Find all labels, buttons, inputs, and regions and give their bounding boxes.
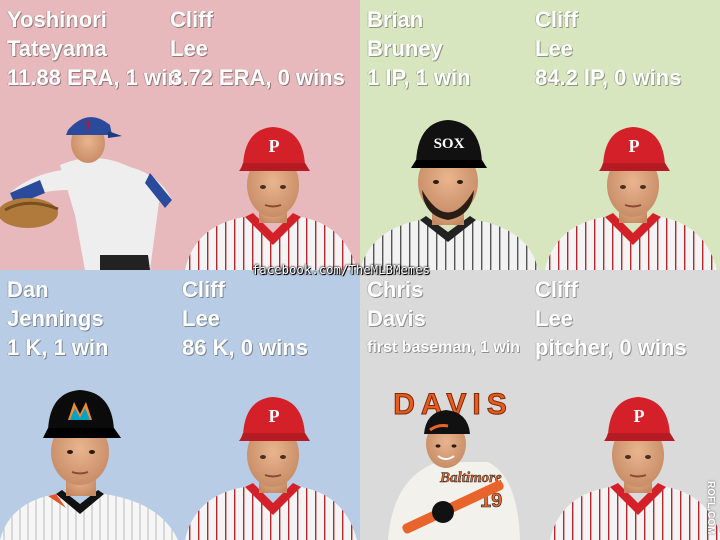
player-first-name: Brian bbox=[367, 7, 424, 32]
facebook-watermark: facebook.com/TheMLBMemes bbox=[252, 263, 431, 277]
svg-text:P: P bbox=[629, 136, 640, 156]
player-stat: pitcher, 0 wins bbox=[535, 335, 687, 360]
player-stat: 84.2 IP, 0 wins bbox=[535, 65, 682, 90]
player-stat: 3.72 ERA, 0 wins bbox=[170, 65, 345, 90]
svg-text:P: P bbox=[269, 406, 280, 426]
player-last-name: Tateyama bbox=[7, 36, 107, 61]
davis-banner-text: DAVIS bbox=[393, 388, 512, 421]
player-stat: first baseman, 1 win bbox=[367, 339, 520, 356]
site-watermark-vertical: ROFL.COM bbox=[705, 480, 716, 534]
cliff-lee-photo: P bbox=[185, 127, 357, 270]
cliff-lee-photo: P bbox=[185, 397, 357, 540]
player-first-name: Dan bbox=[7, 277, 49, 302]
player-first-name: Cliff bbox=[535, 7, 578, 32]
player-stat: 86 K, 0 wins bbox=[182, 335, 308, 360]
panel-davis-vs-lee: DAVIS Baltimore 19 P Chris Davis first b… bbox=[360, 270, 720, 540]
player-stat: 11.88 ERA, 1 win bbox=[7, 65, 181, 90]
player-first-name: Chris bbox=[367, 277, 424, 302]
player-first-name: Cliff bbox=[182, 277, 225, 302]
player-first-name: Yoshinori bbox=[7, 7, 107, 32]
caption-right: Cliff Lee 3.72 ERA, 0 wins bbox=[170, 5, 345, 92]
caption-left: Dan Jennings 1 K, 1 win bbox=[7, 275, 108, 362]
panel-tateyama-vs-lee: T P Yoshinori Tateyama 11.88 ERA, 1 win … bbox=[0, 0, 360, 270]
tateyama-photo: T bbox=[0, 117, 172, 270]
cliff-lee-photo: P bbox=[545, 127, 717, 270]
svg-text:SOX: SOX bbox=[434, 136, 465, 152]
orioles-script: Baltimore bbox=[439, 470, 502, 486]
caption-right: Cliff Lee pitcher, 0 wins bbox=[535, 275, 687, 362]
player-last-name: Jennings bbox=[7, 306, 104, 331]
player-last-name: Lee bbox=[170, 36, 208, 61]
svg-text:T: T bbox=[84, 118, 92, 132]
bruney-photo: SOX bbox=[360, 120, 538, 270]
player-last-name: Davis bbox=[367, 306, 426, 331]
player-last-name: Lee bbox=[182, 306, 220, 331]
caption-left: Yoshinori Tateyama 11.88 ERA, 1 win bbox=[7, 5, 181, 92]
player-last-name: Lee bbox=[535, 306, 573, 331]
caption-left: Chris Davis first baseman, 1 win bbox=[367, 275, 520, 362]
panel-bruney-vs-lee: SOX P Brian Bruney 1 IP, 1 win Cliff Lee… bbox=[360, 0, 720, 270]
player-last-name: Lee bbox=[535, 36, 573, 61]
svg-text:P: P bbox=[269, 136, 280, 156]
caption-right: Cliff Lee 86 K, 0 wins bbox=[182, 275, 308, 362]
player-stat: 1 K, 1 win bbox=[7, 335, 109, 360]
jennings-photo bbox=[0, 390, 178, 540]
cliff-lee-photo: P bbox=[550, 397, 720, 540]
player-stat: 1 IP, 1 win bbox=[367, 65, 471, 90]
caption-right: Cliff Lee 84.2 IP, 0 wins bbox=[535, 5, 681, 92]
caption-left: Brian Bruney 1 IP, 1 win bbox=[367, 5, 471, 92]
svg-text:P: P bbox=[634, 406, 645, 426]
player-last-name: Bruney bbox=[367, 36, 443, 61]
davis-photo: DAVIS Baltimore 19 bbox=[388, 388, 520, 540]
panel-jennings-vs-lee: P Dan Jennings 1 K, 1 win Cliff Lee 86 K… bbox=[0, 270, 360, 540]
player-first-name: Cliff bbox=[170, 7, 213, 32]
player-first-name: Cliff bbox=[535, 277, 578, 302]
